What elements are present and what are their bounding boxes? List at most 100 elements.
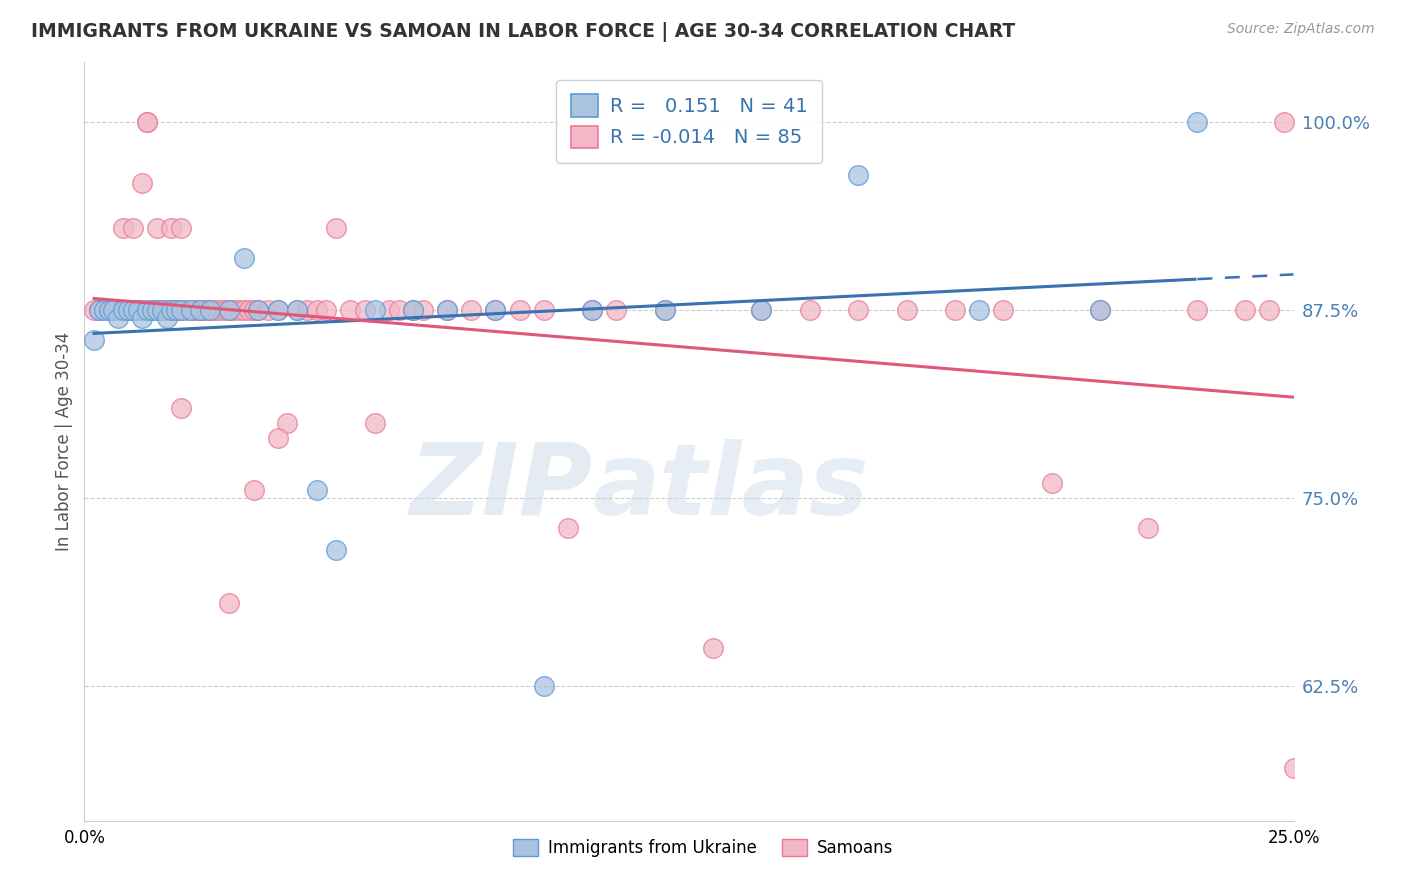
- Point: [136, 115, 159, 129]
- Text: IMMIGRANTS FROM UKRAINE VS SAMOAN IN LABOR FORCE | AGE 30-34 CORRELATION CHART: IMMIGRANTS FROM UKRAINE VS SAMOAN IN LAB…: [31, 22, 1015, 42]
- Point: [198, 303, 221, 318]
- Point: [83, 303, 105, 318]
- Point: [218, 303, 240, 318]
- Point: [224, 303, 246, 318]
- Point: [233, 251, 256, 265]
- Point: [180, 303, 202, 318]
- Point: [112, 220, 135, 235]
- Point: [1088, 303, 1111, 318]
- Point: [388, 303, 411, 318]
- Point: [325, 220, 347, 235]
- Point: [267, 303, 290, 318]
- Point: [146, 303, 169, 318]
- Point: [146, 220, 169, 235]
- Legend: Immigrants from Ukraine, Samoans: Immigrants from Ukraine, Samoans: [506, 832, 900, 864]
- Point: [83, 333, 105, 347]
- Text: ZIP: ZIP: [409, 439, 592, 535]
- Point: [180, 303, 202, 318]
- Point: [131, 176, 153, 190]
- Point: [605, 303, 627, 318]
- Point: [214, 303, 236, 318]
- Point: [436, 303, 458, 318]
- Point: [412, 303, 434, 318]
- Point: [136, 115, 159, 129]
- Point: [484, 303, 506, 318]
- Point: [170, 303, 193, 318]
- Point: [378, 303, 401, 318]
- Point: [131, 310, 153, 325]
- Point: [117, 303, 139, 318]
- Point: [238, 303, 260, 318]
- Point: [295, 303, 318, 318]
- Point: [103, 303, 125, 318]
- Point: [436, 303, 458, 318]
- Point: [402, 303, 425, 318]
- Point: [141, 303, 163, 318]
- Point: [233, 303, 256, 318]
- Point: [112, 303, 135, 318]
- Point: [799, 303, 821, 318]
- Point: [160, 303, 183, 318]
- Point: [533, 303, 555, 318]
- Point: [121, 303, 143, 318]
- Point: [267, 431, 290, 445]
- Point: [174, 303, 197, 318]
- Point: [170, 303, 193, 318]
- Point: [581, 303, 603, 318]
- Point: [228, 303, 250, 318]
- Point: [103, 303, 125, 318]
- Point: [194, 303, 217, 318]
- Point: [190, 303, 212, 318]
- Point: [993, 303, 1015, 318]
- Point: [1185, 303, 1208, 318]
- Point: [87, 303, 110, 318]
- Point: [1234, 303, 1257, 318]
- Point: [150, 303, 173, 318]
- Point: [150, 303, 173, 318]
- Point: [121, 220, 143, 235]
- Point: [150, 303, 173, 318]
- Point: [141, 303, 163, 318]
- Legend: R =   0.151   N = 41, R = -0.014   N = 85: R = 0.151 N = 41, R = -0.014 N = 85: [555, 79, 823, 162]
- Point: [460, 303, 482, 318]
- Point: [93, 303, 115, 318]
- Point: [160, 220, 183, 235]
- Point: [155, 303, 177, 318]
- Point: [127, 303, 149, 318]
- Point: [305, 303, 328, 318]
- Point: [184, 303, 207, 318]
- Point: [127, 303, 149, 318]
- Point: [967, 303, 990, 318]
- Point: [285, 303, 308, 318]
- Text: Source: ZipAtlas.com: Source: ZipAtlas.com: [1227, 22, 1375, 37]
- Point: [1282, 761, 1305, 775]
- Point: [484, 303, 506, 318]
- Point: [160, 303, 183, 318]
- Point: [846, 168, 869, 182]
- Point: [121, 303, 143, 318]
- Point: [146, 303, 169, 318]
- Point: [87, 303, 110, 318]
- Point: [131, 303, 153, 318]
- Point: [276, 416, 298, 430]
- Point: [218, 303, 240, 318]
- Point: [257, 303, 280, 318]
- Point: [402, 303, 425, 318]
- Point: [943, 303, 966, 318]
- Point: [170, 220, 193, 235]
- Point: [305, 483, 328, 498]
- Point: [107, 310, 129, 325]
- Point: [155, 310, 177, 325]
- Text: atlas: atlas: [592, 439, 869, 535]
- Point: [751, 303, 773, 318]
- Point: [315, 303, 337, 318]
- Point: [363, 303, 385, 318]
- Point: [170, 401, 193, 415]
- Point: [1040, 475, 1063, 490]
- Point: [557, 521, 579, 535]
- Point: [354, 303, 377, 318]
- Point: [1088, 303, 1111, 318]
- Point: [363, 416, 385, 430]
- Point: [702, 640, 724, 655]
- Point: [117, 303, 139, 318]
